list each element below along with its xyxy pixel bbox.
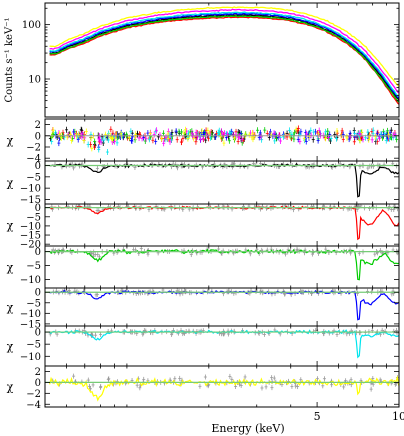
y-tick-label: −2 — [26, 389, 41, 400]
y-tick-label: −5 — [26, 172, 41, 183]
y-axis-label: χ — [7, 219, 14, 232]
y-tick-label: −20 — [20, 240, 41, 251]
spectrum-series-1 — [49, 16, 399, 106]
y-tick-label: −2 — [26, 143, 41, 154]
spectrum-series-5 — [49, 8, 399, 94]
y-tick-label: 10 — [28, 75, 41, 86]
y-tick-label: −10 — [20, 221, 41, 232]
y-tick-label: −4 — [26, 400, 41, 411]
panel-chi-red: χ 0−5−10−15−20 — [7, 203, 400, 251]
spectrum-series-2 — [49, 14, 399, 103]
y-axis-label: χ — [7, 261, 14, 274]
y-tick-label: 100 — [22, 20, 41, 31]
panel-spectrum: Counts s⁻¹ keV⁻¹ 10 100 — [4, 2, 400, 118]
y-tick-label: −10 — [20, 184, 41, 195]
residual-series — [49, 289, 399, 321]
plot-area — [45, 373, 399, 402]
residual-series-1 — [51, 125, 397, 151]
y-tick-label: −10 — [20, 275, 41, 286]
spectrum-series-0 — [49, 13, 399, 101]
y-tick-label: 2 — [35, 120, 41, 131]
y-axis-label: χ — [7, 134, 14, 147]
y-tick-label: 0 — [35, 378, 41, 389]
y-tick-label: −5 — [26, 298, 41, 309]
panel-frame — [44, 160, 400, 205]
y-tick-label: 0 — [35, 161, 41, 172]
panel-chi-black: χ 0−5−10−15 — [7, 160, 400, 206]
y-tick-label: −15 — [20, 231, 41, 242]
plot-area — [49, 6, 399, 106]
spectrum-series-6 — [49, 6, 399, 88]
y-tick-label: 0 — [35, 203, 41, 214]
y-tick-label: −5 — [26, 340, 41, 351]
residual-grey — [48, 327, 399, 339]
y-tick-label: −15 — [20, 195, 41, 206]
residual-series — [49, 248, 399, 281]
y-tick-label: 2 — [35, 367, 41, 378]
y-axis-label: χ — [7, 340, 14, 353]
spectrum-series-4 — [49, 11, 399, 98]
panel-frame — [44, 365, 400, 408]
panel-frame — [44, 2, 400, 118]
y-axis-label: χ — [7, 301, 14, 314]
plot-area — [45, 161, 399, 198]
x-axis: Energy (keV) 5 10 — [211, 410, 404, 435]
plot-area — [45, 288, 399, 321]
y-axis-label: Counts s⁻¹ keV⁻¹ — [4, 18, 15, 103]
plot-area — [45, 204, 399, 241]
plot-area — [45, 246, 399, 281]
plot-area — [45, 327, 399, 359]
y-axis-label: χ — [7, 177, 14, 190]
y-tick-label: −4 — [26, 154, 41, 165]
y-axis-label: χ — [7, 381, 14, 394]
y-tick-label: 0 — [35, 328, 41, 339]
spectrum-series-3 — [49, 12, 399, 100]
panel-chi-blue: χ 0−5−10−15 — [7, 287, 400, 330]
residual-series — [49, 162, 399, 198]
panels-layer: Counts s⁻¹ keV⁻¹ 10100χ20−2−4χ0−5−10−15χ0… — [4, 2, 400, 411]
x-axis-label: Energy (keV) — [211, 422, 284, 435]
panel-chi-cyan: χ 0−5−10 — [7, 325, 400, 367]
y-tick-label: 0 — [35, 131, 41, 142]
residual-series — [49, 205, 399, 241]
residual-series — [49, 375, 399, 402]
panel-chi-yellow: χ 20−2−4 — [7, 365, 400, 411]
plot-area — [45, 125, 399, 156]
panel-chi-green: χ 0 −5 −10 — [7, 245, 400, 289]
y-tick-label: −10 — [20, 309, 41, 320]
y-tick-label: −5 — [26, 212, 41, 223]
x-tick-label: 10 — [392, 410, 404, 423]
y-tick-label: −15 — [20, 319, 41, 330]
y-tick-label: −10 — [20, 352, 41, 363]
x-tick-label: 5 — [314, 410, 321, 423]
y-tick-label: 0 — [35, 288, 41, 299]
y-tick-label: 0 — [35, 247, 41, 258]
panel-chi-all: χ 20−2−4 — [7, 118, 400, 165]
y-tick-label: −5 — [26, 261, 41, 272]
